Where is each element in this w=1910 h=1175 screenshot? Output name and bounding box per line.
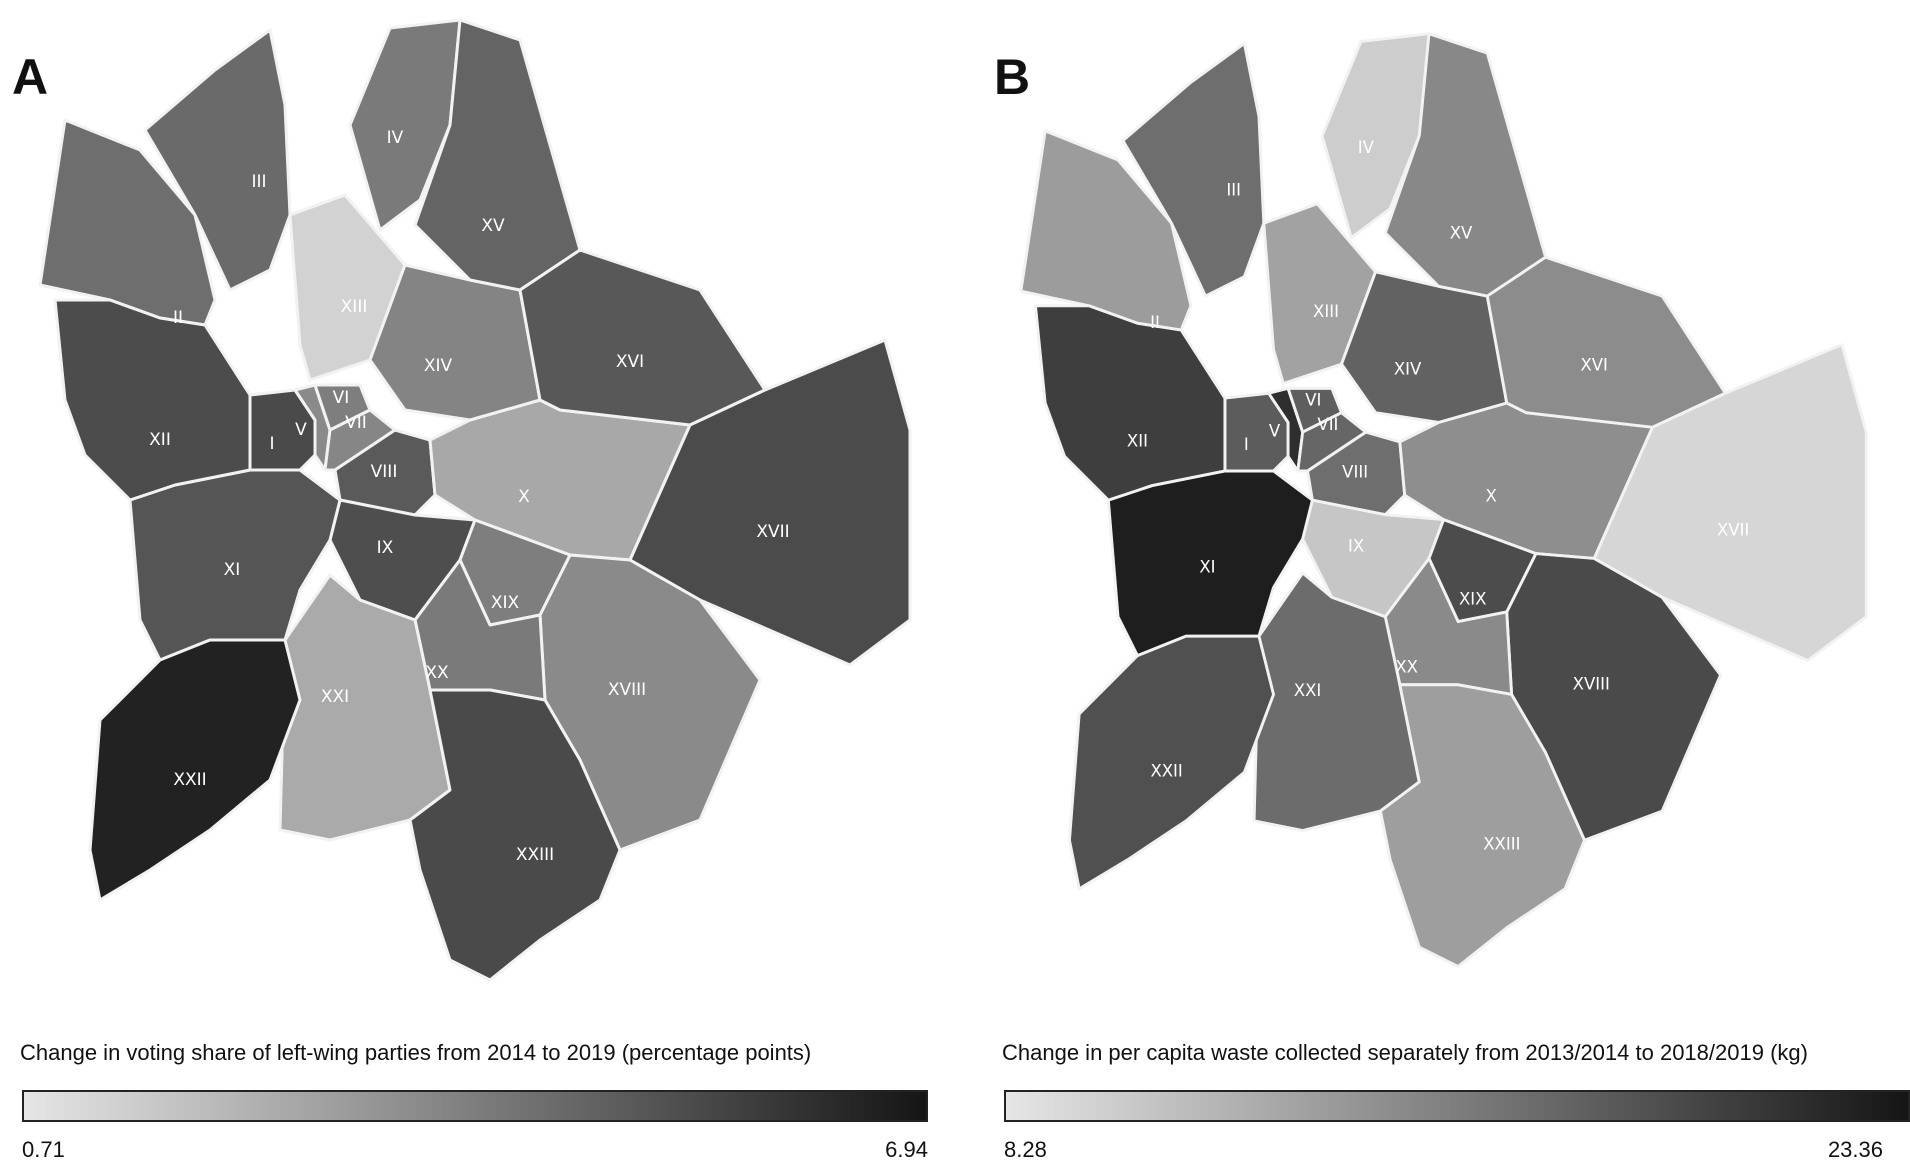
district-xxii (88, 638, 302, 902)
district-label: IV (1358, 138, 1375, 157)
district-label: X (1486, 487, 1497, 506)
district-xxii (1067, 634, 1275, 891)
district-label: XIII (1313, 302, 1339, 321)
district-label: V (1269, 422, 1281, 441)
legend-min-value: 8.28 (1004, 1137, 1047, 1162)
district-label: XX (1395, 658, 1418, 677)
district-label: II (1150, 313, 1160, 332)
district-label: XV (481, 216, 505, 236)
legend-title: Change in voting share of left-wing part… (20, 1040, 812, 1065)
panel-a: A I II III IV V VI VII VIII IX X XI XII XIII XIV XV XVI… (12, 18, 928, 1162)
district-label: IX (1348, 536, 1364, 555)
district-label: VII (1317, 415, 1338, 434)
district-label: XXIII (516, 845, 554, 865)
district-label: IX (377, 538, 394, 558)
district-label: XI (224, 560, 241, 580)
district-label: V (295, 420, 307, 440)
district-label: VII (345, 413, 367, 433)
district-label: IV (387, 128, 404, 148)
district-label: XXII (173, 770, 206, 790)
district-label: VI (333, 388, 350, 408)
legend-max-value: 6.94 (885, 1137, 928, 1162)
district-xii (53, 298, 252, 502)
district-label: X (518, 487, 530, 507)
district-label: III (251, 172, 266, 192)
district-label: XII (149, 430, 171, 450)
district-xii (1033, 304, 1227, 502)
district-label: XX (425, 663, 449, 683)
district-label: XII (1127, 431, 1148, 450)
district-xvi (518, 248, 767, 427)
district-label: XVIII (608, 680, 646, 700)
district-xxiii (1378, 683, 1586, 969)
legend-min-value: 0.71 (22, 1137, 65, 1162)
district-label: XV (1450, 223, 1473, 242)
district-label: I (1244, 435, 1249, 454)
district-label: XXI (321, 687, 349, 707)
legend-title: Change in per capita waste collected sep… (1002, 1040, 1808, 1065)
district-label: XXI (1294, 681, 1321, 700)
panel-letter: B (994, 49, 1031, 105)
legend-max-value: 23.36 (1827, 1137, 1883, 1162)
district-label: I (269, 434, 274, 454)
legend-color-bar (1004, 1090, 1910, 1122)
district-xvi (1485, 255, 1727, 429)
district-label: XXII (1150, 762, 1182, 781)
legend-color-bar (22, 1090, 928, 1122)
district-label: XIV (424, 356, 453, 376)
district-label: VI (1305, 391, 1321, 410)
district-label: III (1226, 181, 1241, 200)
district-label: XVI (616, 352, 644, 372)
district-label: XI (1199, 558, 1215, 577)
district-label: XIX (1459, 590, 1486, 609)
district-label: XIX (491, 593, 520, 613)
district-label: VIII (371, 462, 398, 482)
panel-b: B I II III IV V VI VII VIII IX X XI XII XIII XIV XV XVI… (982, 0, 1910, 1175)
district-label: XVII (1717, 521, 1749, 540)
district-label: XXIII (1483, 835, 1520, 854)
district-label: VIII (1342, 462, 1368, 481)
choropleth-map: IIIIIIIVVVIVIIVIIIIXXXIXIIXIIIXIVXVXVIXV… (38, 18, 912, 982)
district-label: II (173, 308, 183, 328)
district-label: XVI (1580, 356, 1607, 375)
district-label: XIII (341, 297, 368, 317)
district-label: XVII (756, 522, 789, 542)
panel-letter: A (12, 49, 49, 105)
choropleth-map: IIIIIIIVVVIVIIVIIIIXXXIXIIXIIIXIVXVXVIXV… (1019, 32, 1868, 969)
district-label: XIV (1394, 359, 1422, 378)
district-xxiii (408, 688, 622, 982)
district-label: XVIII (1573, 674, 1610, 693)
